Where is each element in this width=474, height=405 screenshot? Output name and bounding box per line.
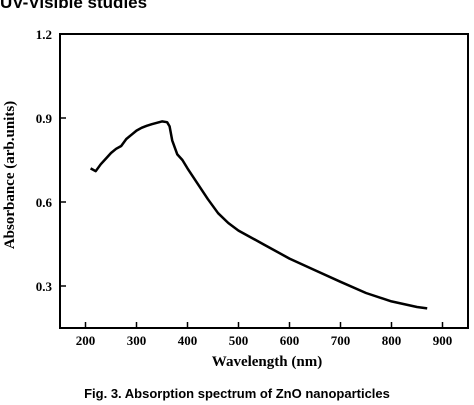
figure-caption: Fig. 3. Absorption spectrum of ZnO nanop…	[84, 386, 390, 401]
x-tick-label: 400	[178, 333, 198, 348]
y-tick-label: 0.6	[36, 195, 53, 210]
x-tick-label: 300	[127, 333, 147, 348]
x-tick-label: 200	[76, 333, 96, 348]
absorbance-curve	[89, 120, 428, 310]
y-tick-label: 0.3	[36, 279, 53, 294]
x-tick-label: 500	[229, 333, 249, 348]
y-axis-title: Absorbance (arb.units)	[2, 101, 18, 249]
tick-labels: 200 300 400 500 600 700 800 900 0.3 0.6 0.9 1.2	[36, 27, 453, 348]
x-tick-label: 900	[433, 333, 453, 348]
x-tick-label: 700	[331, 333, 351, 348]
x-tick-label: 800	[382, 333, 402, 348]
y-tick-label: 1.2	[36, 27, 52, 42]
tick-marks	[60, 33, 444, 328]
x-tick-label: 600	[280, 333, 300, 348]
plot-frame	[59, 33, 469, 329]
y-tick-label: 0.9	[36, 111, 53, 126]
section-heading: UV-Visible studies	[0, 0, 148, 12]
x-axis-title: Wavelength (nm)	[212, 354, 322, 370]
